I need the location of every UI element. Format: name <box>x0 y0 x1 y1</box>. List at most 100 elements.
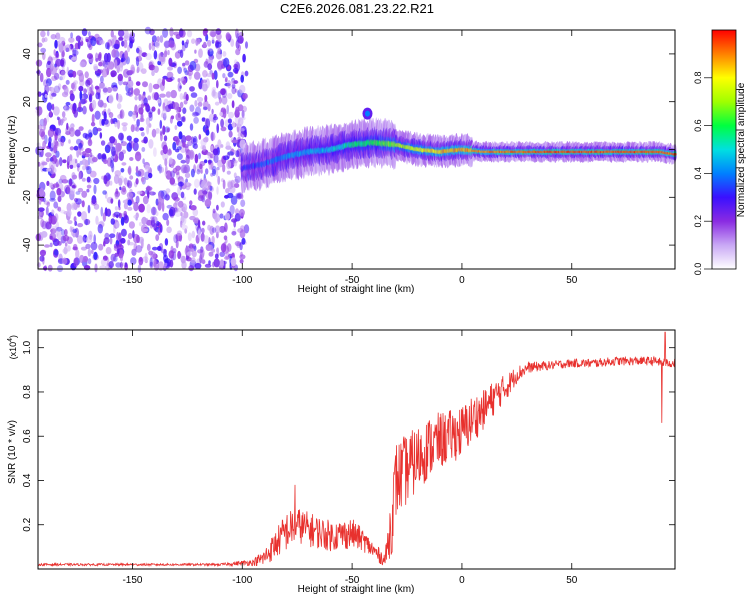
noise-blob <box>191 250 197 258</box>
noise-blob <box>169 259 174 268</box>
noise-blob <box>231 159 238 164</box>
noise-blob <box>58 43 64 53</box>
noise-blob <box>202 83 208 92</box>
noise-blob <box>163 50 168 58</box>
y-tick-label: 0.4 <box>22 473 33 487</box>
noise-blob <box>164 238 169 246</box>
noise-blob <box>81 177 86 182</box>
noise-blob <box>135 195 140 204</box>
noise-blob <box>82 236 86 244</box>
noise-blob <box>182 62 186 67</box>
noise-blob <box>108 112 114 119</box>
snr-series-line <box>37 331 676 568</box>
noise-blob <box>203 190 207 197</box>
noise-blob <box>237 228 244 233</box>
noise-blob <box>194 262 202 270</box>
noise-blob <box>170 115 175 120</box>
noise-blob <box>173 234 178 244</box>
noise-blob <box>179 93 184 100</box>
noise-blob <box>204 94 208 103</box>
noise-blob <box>79 99 86 105</box>
noise-blob <box>87 258 92 265</box>
noise-blob <box>79 254 85 264</box>
noise-blob <box>180 191 185 199</box>
noise-blob <box>48 54 53 63</box>
noise-blob <box>153 50 158 60</box>
noise-blob <box>55 226 63 232</box>
snr-series-layer <box>37 331 676 568</box>
noise-blob <box>107 141 114 149</box>
noise-blob <box>210 172 214 177</box>
noise-blob <box>73 145 79 151</box>
noise-blob <box>234 240 242 247</box>
noise-blob <box>93 203 100 210</box>
noise-blob <box>88 31 91 37</box>
noise-blob <box>220 243 227 253</box>
noise-blob <box>69 124 74 132</box>
noise-blob <box>147 109 154 115</box>
spectrogram-x-label: Height of straight line (km) <box>298 284 415 295</box>
noise-blob <box>180 164 187 174</box>
noise-blob <box>227 79 232 89</box>
noise-blob <box>129 31 135 38</box>
noise-blob <box>170 89 177 99</box>
noise-blob <box>230 195 238 205</box>
noise-blob <box>111 49 117 58</box>
noise-blob <box>86 188 90 193</box>
noise-blob <box>177 78 181 83</box>
noise-blob <box>108 261 114 269</box>
noise-blob <box>106 209 110 215</box>
noise-blob <box>104 144 111 154</box>
noise-blob <box>210 131 216 141</box>
noise-blob <box>136 68 140 74</box>
noise-blob <box>231 86 237 95</box>
spectrogram-panel: -150 -100 -50 0 50 -40 -20 0 20 40 Height of str… <box>7 26 677 295</box>
noise-blob <box>187 232 192 242</box>
noise-blob <box>95 92 100 100</box>
noise-blob <box>94 33 100 39</box>
noise-blob <box>173 31 180 36</box>
noise-blob <box>181 206 186 213</box>
noise-blob <box>214 225 221 234</box>
noise-blob <box>57 83 62 90</box>
noise-blob <box>132 110 137 116</box>
noise-blob <box>224 78 228 83</box>
x-tick-label: 50 <box>566 275 578 286</box>
noise-blob <box>45 157 51 163</box>
noise-blob <box>244 70 249 77</box>
noise-blob <box>118 151 125 161</box>
noise-blob <box>213 70 218 80</box>
noise-blob <box>223 235 228 241</box>
noise-blob <box>160 190 168 200</box>
noise-blob <box>215 167 219 178</box>
noise-blob <box>138 203 145 213</box>
noise-blob <box>227 118 232 124</box>
noise-blob <box>127 44 131 53</box>
noise-blob <box>243 224 250 234</box>
noise-blob <box>166 219 170 227</box>
noise-blob <box>240 199 246 207</box>
noise-blob <box>134 151 142 162</box>
noise-blob <box>54 39 58 49</box>
noise-blob <box>41 220 47 230</box>
noise-blob <box>201 227 205 234</box>
noise-blob <box>133 201 139 212</box>
noise-blob <box>230 257 237 267</box>
noise-blob <box>148 172 153 179</box>
noise-blob <box>216 33 222 41</box>
noise-blob <box>99 82 105 89</box>
noise-blob <box>77 211 82 217</box>
noise-blob <box>193 116 199 124</box>
noise-blob <box>239 139 246 149</box>
noise-blob <box>151 216 158 224</box>
noise-blob <box>233 183 240 188</box>
noise-blob <box>81 211 87 221</box>
y-tick-label: -40 <box>22 237 33 252</box>
noise-blob <box>59 174 67 182</box>
noise-blob <box>174 200 179 205</box>
noise-blob <box>233 150 237 155</box>
noise-blob <box>105 246 112 255</box>
noise-blob <box>84 153 90 158</box>
noise-blob <box>168 57 173 67</box>
